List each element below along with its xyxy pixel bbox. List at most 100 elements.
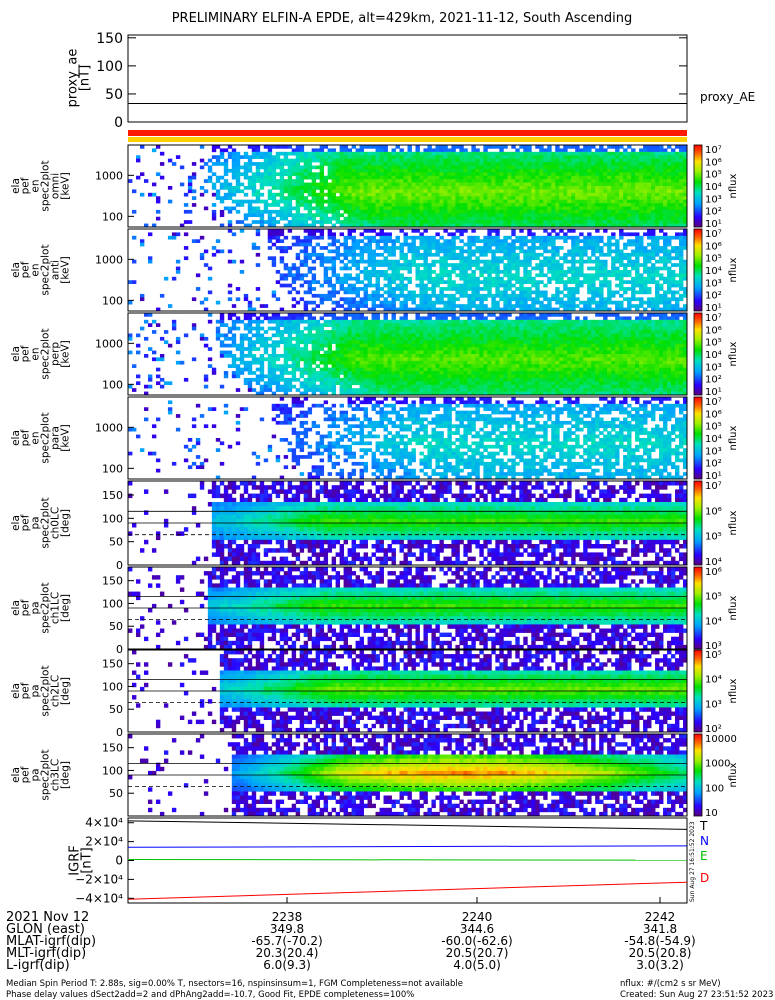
spectrogram-cell [611, 206, 616, 211]
spectrogram-cell [491, 192, 496, 197]
spectrogram-cell [611, 223, 616, 228]
spectrogram-cell [671, 196, 676, 200]
spectrogram-cell [607, 151, 612, 156]
spectrogram-cell [643, 192, 648, 197]
spectrogram-cell [295, 330, 301, 334]
spectrogram-cell [551, 252, 556, 257]
spectrogram-cell [227, 350, 233, 355]
spectrogram-cell [259, 216, 265, 221]
spectrogram-cell [435, 145, 440, 149]
spectrogram-cell [391, 287, 396, 291]
spectrogram-cell [319, 192, 325, 197]
spectrogram-cell [647, 168, 652, 173]
spectrogram-cell [303, 168, 309, 173]
spectrogram-cell [211, 209, 217, 214]
spectrogram-cell [419, 213, 424, 218]
spectrogram-cell [579, 239, 584, 243]
spectrogram-cell [655, 290, 660, 295]
spectrogram-cell [647, 287, 652, 291]
spectrogram-cell [615, 148, 620, 153]
spectrogram-cell [535, 256, 540, 261]
spectrogram-cell [423, 165, 428, 170]
spectrogram-cell [335, 186, 341, 190]
spectrogram-cell [479, 270, 484, 274]
spectrogram-cell [295, 186, 301, 190]
spectrogram-cell [339, 148, 345, 153]
spectrogram-cell [507, 196, 512, 200]
spectrogram-cell [267, 360, 273, 365]
spectrogram-cell [587, 175, 592, 180]
spectrogram-cell [667, 206, 672, 211]
spectrogram-cell [479, 196, 484, 200]
spectrogram-cell [495, 162, 500, 166]
spectrogram-cell [175, 232, 181, 237]
spectrogram-cell [363, 199, 368, 204]
spectrogram-cell [367, 213, 372, 218]
spectrogram-cell [543, 249, 548, 254]
spectrogram-cell [539, 168, 544, 173]
spectrogram-cell [571, 151, 576, 156]
spectrogram-cell [663, 203, 668, 207]
spectrogram-cell [283, 354, 289, 358]
spectrogram-cell [271, 367, 277, 372]
spectrogram-cell [631, 249, 636, 254]
spectrogram-cell [439, 186, 444, 190]
spectrogram-cell [255, 333, 261, 338]
spectrogram-cell [363, 182, 368, 187]
spectrogram-cell [291, 367, 297, 372]
spectrogram-cell [527, 213, 532, 218]
spectrogram-cell [399, 242, 404, 247]
spectrogram-cell [407, 307, 412, 312]
spectrogram-cell [499, 145, 504, 149]
spectrogram-cell [471, 229, 476, 233]
spectrogram-cell [291, 343, 297, 348]
spectrogram-cell [447, 239, 452, 243]
spectrogram-cell [427, 249, 432, 254]
spectrogram-cell [299, 371, 305, 375]
spectrogram-cell [187, 175, 193, 180]
spectrogram-cell [471, 196, 476, 200]
spectrogram-cell [547, 307, 552, 312]
spectrogram-cell [295, 220, 301, 224]
spectrogram-cell [363, 300, 368, 305]
spectrogram-cell [363, 290, 368, 295]
spectrogram-cell [235, 186, 241, 190]
spectrogram-cell [303, 350, 309, 355]
spectrogram-cell [387, 263, 392, 267]
spectrogram-cell [639, 300, 644, 305]
spectrogram-cell [603, 297, 608, 302]
spectrogram-cell [611, 158, 616, 163]
spectrogram-cell [675, 151, 680, 156]
spectrogram-cell [315, 371, 321, 375]
spectrogram-cell [451, 307, 456, 312]
spectrogram-cell [635, 283, 640, 288]
spectrogram-cell [251, 172, 257, 177]
spectrogram-cell [315, 304, 321, 308]
spectrogram-cell [451, 203, 456, 207]
spectrogram-cell [507, 307, 512, 312]
spectrogram-cell [199, 235, 205, 240]
spectrogram-cell [235, 326, 241, 331]
spectrogram-cell [371, 213, 376, 218]
spectrogram-cell [619, 168, 624, 173]
spectrogram-cell [683, 304, 688, 308]
spectrogram-cell [483, 155, 488, 159]
spectrogram-cell [271, 293, 277, 298]
spectrogram-cell [287, 151, 293, 156]
spectrogram-cell [563, 220, 568, 224]
spectrogram-cell [635, 209, 640, 214]
spectrogram-cell [319, 216, 325, 221]
spectrogram-cell [527, 239, 532, 243]
spectrogram-cell [355, 223, 360, 228]
spectrogram-cell [175, 360, 181, 365]
spectrogram-cell [323, 293, 329, 298]
spectrogram-cell [295, 388, 301, 392]
energy-ylabel-line: [keV] [60, 172, 72, 200]
spectrogram-cell [271, 172, 277, 177]
spectrogram-cell [451, 283, 456, 288]
spectrogram-cell [563, 283, 568, 288]
spectrogram-cell [131, 189, 137, 194]
spectrogram-cell [379, 213, 384, 218]
spectrogram-cell [267, 232, 273, 237]
spectrogram-cell [523, 263, 528, 267]
